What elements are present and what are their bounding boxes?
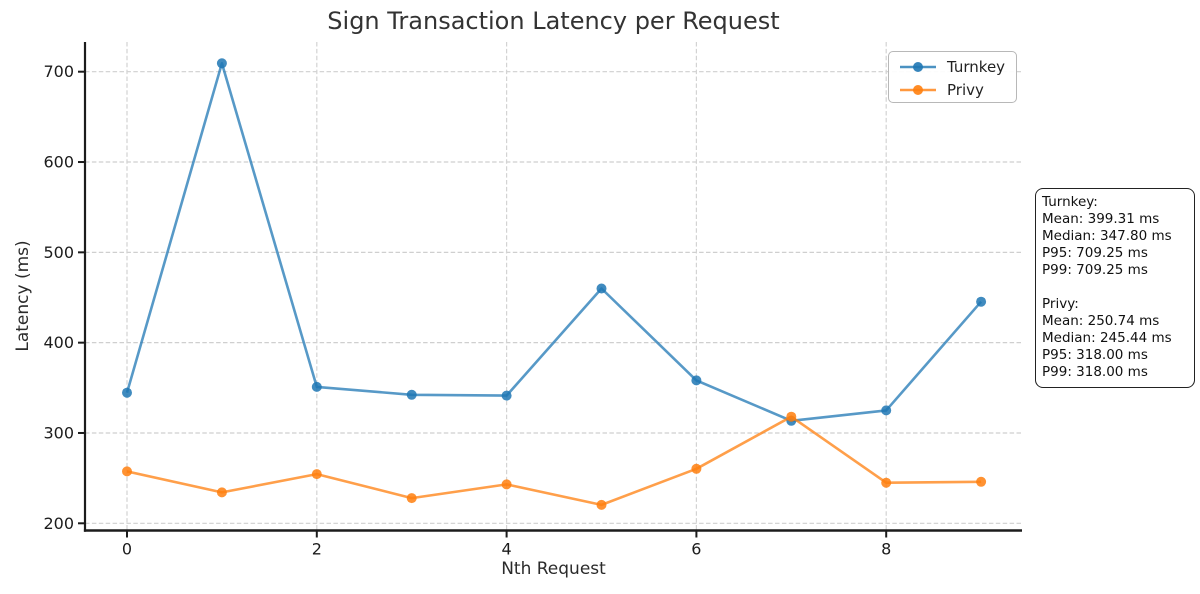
turnkey-marker (122, 387, 132, 398)
legend-item-turnkey: Turnkey (898, 55, 1016, 78)
stats-line: Mean: 250.74 ms (1042, 313, 1160, 329)
x-tick-label: 8 (881, 540, 891, 559)
stats-line: Privy: (1042, 296, 1079, 312)
privy-marker (406, 493, 417, 504)
x-tick-label: 4 (502, 540, 512, 559)
legend-label: Turnkey (947, 57, 1006, 76)
y-tick-label: 700 (43, 62, 74, 81)
turnkey-marker (311, 381, 322, 392)
turnkey-series-line (125, 61, 983, 423)
legend: Turnkey Privy (888, 51, 1017, 103)
y-tick-label: 500 (43, 243, 74, 262)
turnkey-marker (406, 389, 417, 400)
stats-line: Median: 347.80 ms (1042, 228, 1172, 244)
x-tick-label: 0 (122, 540, 132, 559)
stats-line: Median: 245.44 ms (1042, 330, 1172, 346)
stats-box: Turnkey: Mean: 399.31 ms Median: 347.80 … (1035, 188, 1195, 388)
y-tick-label: 200 (43, 514, 74, 533)
turnkey-marker (216, 58, 227, 69)
y-tick-label: 300 (43, 423, 74, 442)
turnkey-marker (881, 405, 892, 416)
stats-line: P99: 318.00 ms (1042, 364, 1148, 380)
stats-line: P95: 709.25 ms (1042, 245, 1148, 261)
y-axis-title: Latency (ms) (13, 240, 33, 352)
stats-line: Mean: 399.31 ms (1042, 211, 1160, 227)
x-tick-label: 6 (691, 540, 701, 559)
legend-item-privy: Privy (898, 78, 1016, 101)
legend-line-marker-icon (900, 61, 936, 72)
stats-line: P99: 709.25 ms (1042, 262, 1148, 278)
turnkey-marker (691, 375, 702, 386)
legend-line-marker-icon (900, 84, 936, 95)
x-tick-label: 2 (312, 540, 322, 559)
privy-marker (596, 499, 607, 510)
x-axis-title: Nth Request (501, 559, 606, 579)
legend-label: Privy (947, 80, 984, 99)
privy-marker (216, 487, 227, 498)
turnkey-marker (976, 296, 987, 307)
turnkey-marker (501, 390, 512, 401)
stats-line: Turnkey: (1042, 194, 1098, 210)
chart-title: Sign Transaction Latency per Request (327, 7, 780, 35)
stats-line (1042, 279, 1188, 296)
turnkey-marker (596, 283, 607, 294)
privy-marker (501, 479, 512, 490)
privy-marker (122, 466, 132, 477)
privy-marker (691, 463, 702, 474)
y-tick-label: 400 (43, 333, 74, 352)
privy-series-line (126, 415, 982, 507)
stats-line: P95: 318.00 ms (1042, 347, 1148, 363)
privy-marker (786, 411, 797, 422)
privy-marker (976, 476, 987, 487)
y-tick-label: 600 (43, 153, 74, 172)
privy-marker (881, 477, 892, 488)
privy-marker (311, 469, 322, 480)
